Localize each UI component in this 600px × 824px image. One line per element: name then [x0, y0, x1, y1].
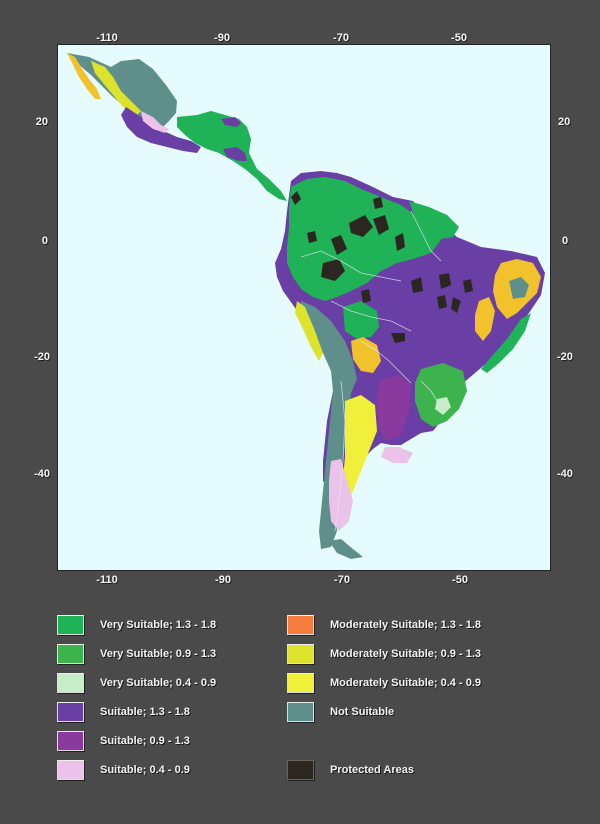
region-south-brazil-very-suitable-mid: [415, 363, 467, 427]
swatch-not-suitable: [287, 702, 314, 722]
suitability-map: [57, 44, 551, 571]
lon-tick-top-50: -50: [451, 32, 467, 44]
lat-tick-left-minus40: -40: [34, 468, 50, 480]
legend-label: Very Suitable; 1.3 - 1.8: [100, 619, 217, 631]
region-yucatan-suitable: [221, 117, 241, 127]
legend-item-very-suitable-mid: Very Suitable; 0.9 - 1.3: [57, 643, 216, 665]
legend-item-moderately-suitable-high: Moderately Suitable; 1.3 - 1.8: [287, 614, 481, 636]
swatch-suitable-low: [57, 760, 84, 780]
lon-tick-top-110: -110: [96, 32, 118, 44]
swatch-very-suitable-low: [57, 673, 84, 693]
region-andes-not-suitable: [301, 301, 357, 549]
lon-tick-bottom-50: -50: [452, 574, 468, 586]
legend-label: Protected Areas: [330, 764, 414, 776]
swatch-protected-areas: [287, 760, 314, 780]
lat-tick-right-minus20: -20: [557, 351, 573, 363]
lat-tick-right-minus40: -40: [557, 468, 573, 480]
lon-tick-bottom-110: -110: [96, 574, 118, 586]
region-baja-california: [67, 53, 101, 99]
swatch-very-suitable-high: [57, 615, 84, 635]
region-atlantic-coast-very-suitable: [481, 313, 531, 373]
swatch-suitable-high: [57, 702, 84, 722]
swatch-moderately-suitable-mid: [287, 644, 314, 664]
region-altiplano-moderate: [351, 337, 381, 373]
region-northeast-brazil-not-suitable: [509, 277, 529, 299]
region-pampas-moderate-low: [341, 395, 377, 507]
region-central-america-suitable: [223, 147, 247, 161]
lon-tick-bottom-70: -70: [334, 574, 350, 586]
swatch-very-suitable-mid: [57, 644, 84, 664]
legend-item-suitable-low: Suitable; 0.4 - 0.9: [57, 759, 190, 781]
legend-item-suitable-high: Suitable; 1.3 - 1.8: [57, 701, 190, 723]
lat-tick-left-minus20: -20: [34, 351, 50, 363]
region-chaco-suitable-mid: [377, 375, 411, 441]
legend-item-not-suitable: Not Suitable: [287, 701, 394, 723]
region-uruguay-very-suitable-low: [435, 397, 451, 415]
region-mexico-suitable-low: [141, 111, 169, 133]
legend-label: Moderately Suitable; 0.4 - 0.9: [330, 677, 481, 689]
legend-label: Moderately Suitable; 0.9 - 1.3: [330, 648, 481, 660]
region-brazil-highlands-moderate: [475, 297, 495, 341]
lat-tick-right-0: 0: [562, 235, 569, 247]
region-southern-amazon-very-suitable: [343, 301, 379, 339]
region-mexico-not-suitable: [67, 53, 177, 129]
lon-tick-top-90: -90: [214, 32, 230, 44]
protected-areas: [291, 191, 473, 343]
lat-tick-left-0: 0: [41, 235, 48, 247]
legend-label: Not Suitable: [330, 706, 395, 718]
map-canvas: [67, 53, 545, 559]
region-guianas-very-suitable: [409, 201, 459, 239]
lon-tick-top-70: -70: [333, 32, 349, 44]
region-pampas-suitable-low: [381, 447, 413, 463]
legend-item-moderately-suitable-low: Moderately Suitable; 0.4 - 0.9: [287, 672, 481, 694]
lat-tick-left-20: 20: [35, 116, 48, 128]
legend-item-suitable-mid: Suitable; 0.9 - 1.3: [57, 730, 190, 752]
legend-label: Very Suitable; 0.4 - 0.9: [100, 677, 217, 689]
legend-item-protected-areas: Protected Areas: [287, 759, 414, 781]
region-pacific-coast-moderate: [295, 301, 323, 361]
lat-tick-right-20: 20: [558, 116, 571, 128]
swatch-moderately-suitable-high: [287, 615, 314, 635]
region-tierra-del-fuego: [329, 539, 363, 559]
legend-label: Suitable; 1.3 - 1.8: [100, 706, 190, 718]
region-mexico-moderate: [91, 61, 141, 117]
swatch-suitable-mid: [57, 731, 84, 751]
swatch-moderately-suitable-low: [287, 673, 314, 693]
region-patagonia-suitable-low: [329, 459, 353, 531]
legend-item-moderately-suitable-mid: Moderately Suitable; 0.9 - 1.3: [287, 643, 481, 665]
legend-label: Moderately Suitable; 1.3 - 1.8: [330, 619, 481, 631]
legend-item-very-suitable-low: Very Suitable; 0.4 - 0.9: [57, 672, 216, 694]
legend-label: Very Suitable; 0.9 - 1.3: [100, 648, 217, 660]
country-borders: [300, 210, 442, 532]
legend-label: Suitable; 0.9 - 1.3: [100, 735, 190, 747]
legend-label: Suitable; 0.4 - 0.9: [100, 764, 190, 776]
lon-tick-bottom-90: -90: [215, 574, 231, 586]
legend-item-very-suitable-high: Very Suitable; 1.3 - 1.8: [57, 614, 216, 636]
